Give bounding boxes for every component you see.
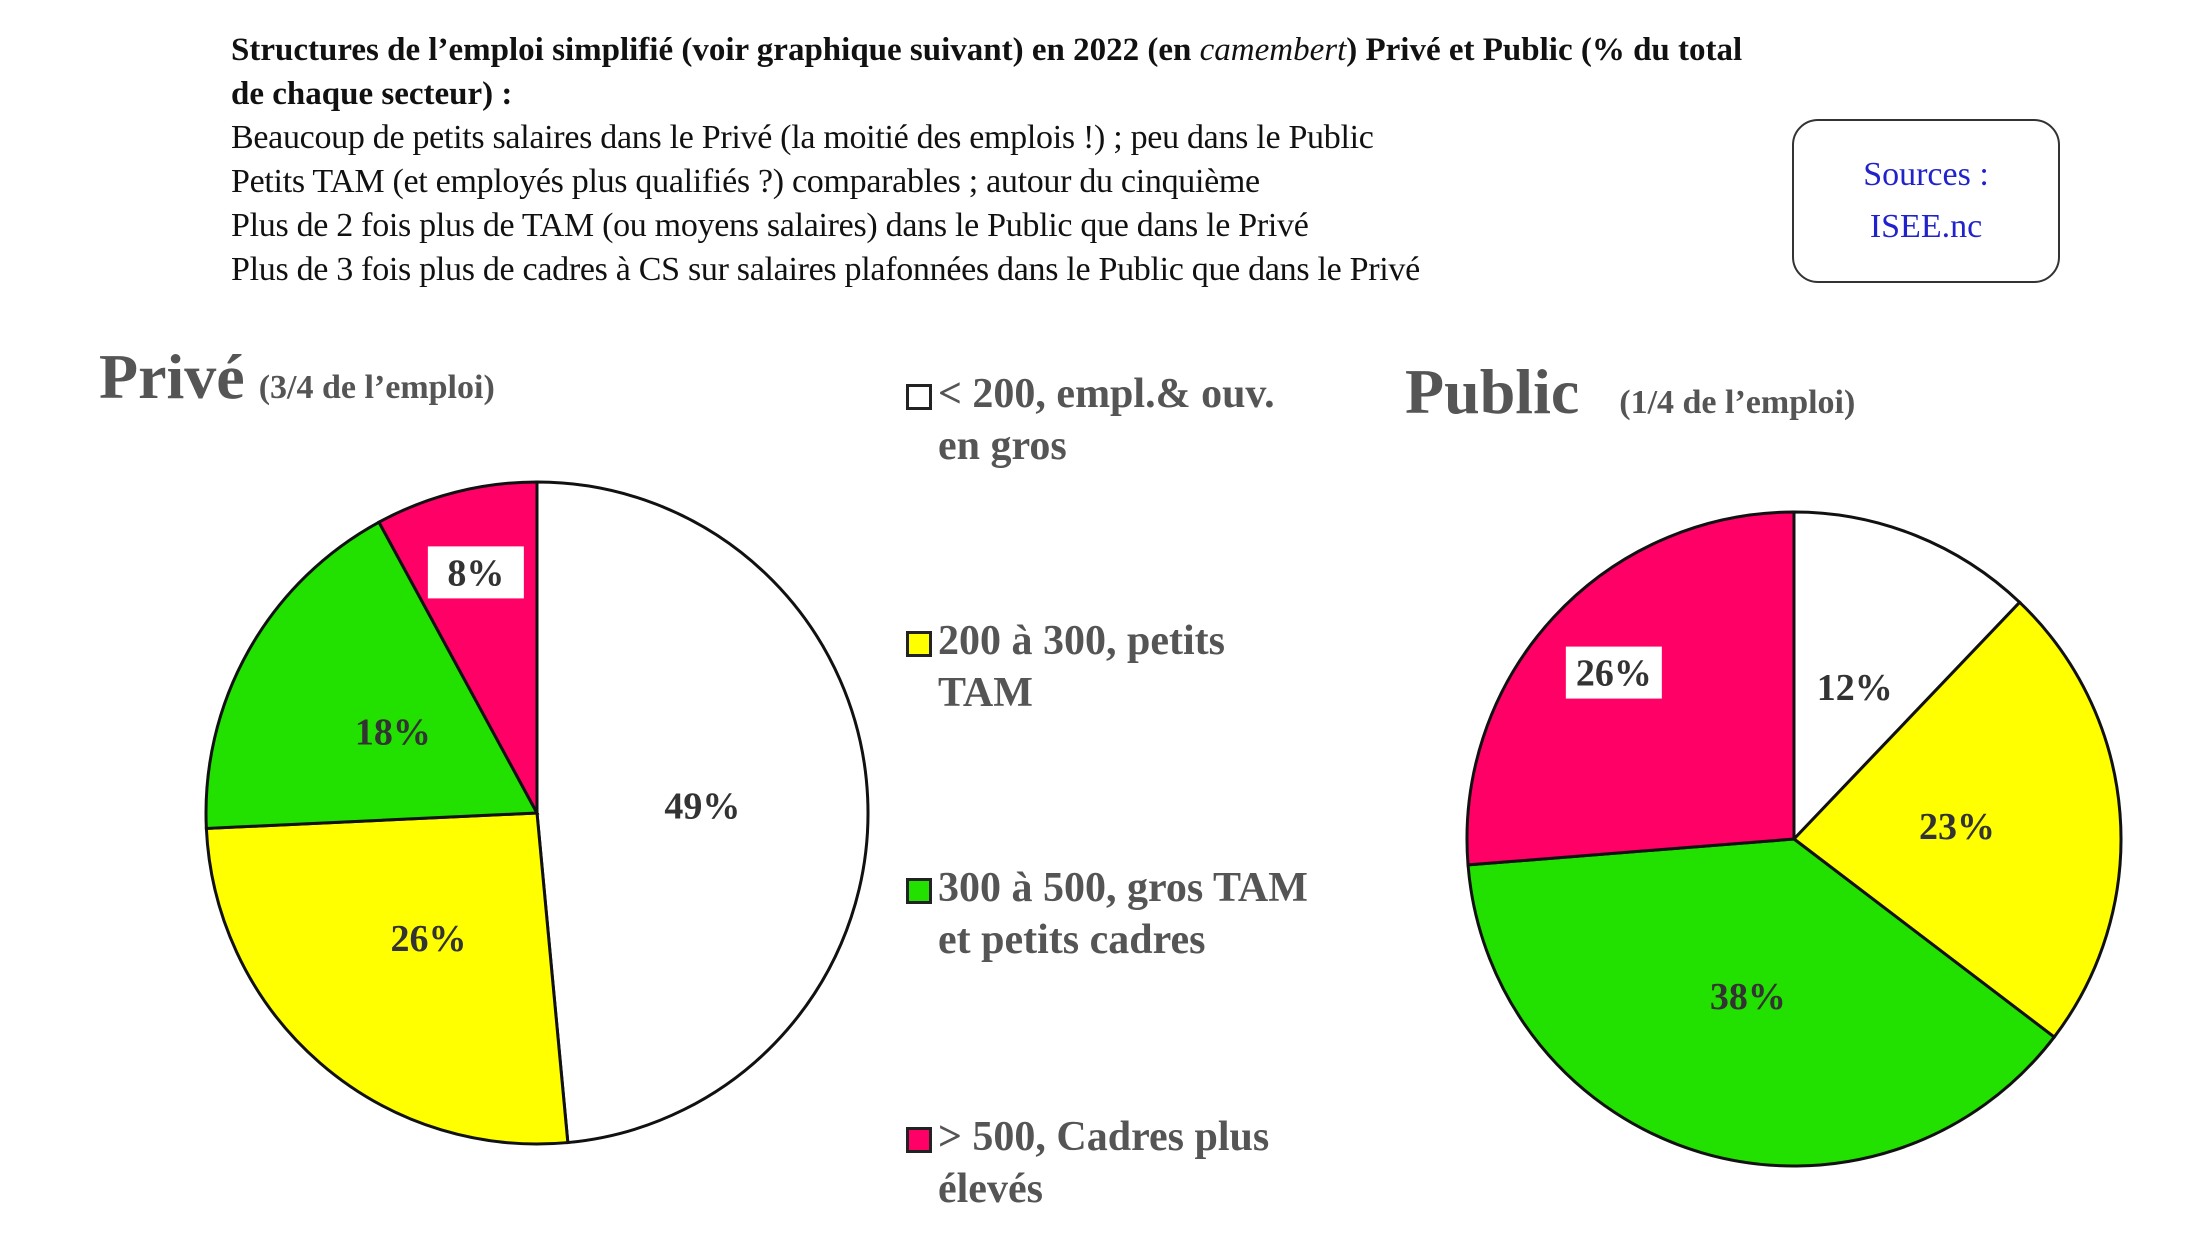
prive-data-label: 18% (355, 712, 431, 754)
legend-item-300-500: 300 à 500, gros TAM et petits cadres (906, 862, 1308, 966)
prive-label-box (427, 546, 524, 599)
sources-box: Sources : ISEE.nc (1792, 119, 2060, 283)
public-subtitle: (1/4 de l’emploi) (1619, 384, 1856, 421)
intro-line: Beaucoup de petits salaires dans le Priv… (231, 119, 1374, 156)
legend-swatch (906, 878, 932, 904)
sources-link[interactable]: ISEE.nc (1869, 208, 1983, 245)
intro-line: Plus de 3 fois plus de cadres à CS sur s… (231, 251, 1420, 288)
intro-line: Plus de 2 fois plus de TAM (ou moyens sa… (231, 207, 1309, 244)
public-data-label: 12% (1817, 667, 1893, 709)
public-data-label: 26% (1576, 653, 1652, 695)
prive-subtitle: (3/4 de l’emploi) (258, 369, 495, 406)
prive-slice-0 (535, 480, 870, 1145)
legend-item-lt200: < 200, empl.& ouv. en gros (906, 368, 1275, 472)
prive-slice-1 (204, 811, 570, 1146)
legend-item-200-300: 200 à 300, petits TAM (906, 615, 1225, 719)
heading-part: Structures de l’emploi simplifié (voir g… (231, 32, 1200, 68)
legend-text: TAM (938, 670, 1033, 716)
legend-text: < 200, empl.& ouv. (938, 371, 1275, 417)
legend-text: 200 à 300, petits (938, 618, 1225, 664)
heading-italic: camembert (1199, 32, 1347, 68)
legend-text: > 500, Cadres plus (938, 1114, 1270, 1160)
public-slice-2 (1466, 837, 2057, 1168)
legend-swatch (906, 384, 932, 410)
public-slice-0 (1792, 510, 2022, 843)
public-title: Public (1/4 de l’emploi) (1405, 355, 1855, 429)
legend-text: élevés (938, 1166, 1043, 1212)
public-data-label: 38% (1710, 976, 1786, 1018)
prive-title: Privé (3/4 de l’emploi) (99, 340, 495, 414)
legend-swatch (906, 631, 932, 657)
public-slice-1 (1791, 600, 2123, 1040)
heading-part: ) Privé et Public (% du total (1346, 32, 1743, 68)
intro-heading-line2: de chaque secteur) : (231, 76, 513, 112)
public-title-text: Public (1405, 356, 1580, 427)
prive-data-label: 26% (390, 918, 466, 960)
sources-label: Sources : (1863, 156, 1989, 193)
legend-item-gt500: > 500, Cadres plus élevés (906, 1111, 1269, 1215)
intro-text: Structures de l’emploi simplifié (voir g… (231, 28, 2181, 292)
intro-heading: Structures de l’emploi simplifié (voir g… (231, 28, 2181, 72)
legend-text: et petits cadres (938, 917, 1206, 963)
prive-title-text: Privé (99, 341, 245, 412)
prive-slice-2 (204, 520, 540, 831)
legend-text: 300 à 500, gros TAM (938, 865, 1308, 911)
legend-text: en gros (938, 423, 1067, 469)
prive-data-label: 8% (447, 552, 504, 594)
prive-data-label: 49% (664, 785, 740, 827)
public-data-label: 23% (1919, 806, 1995, 848)
public-label-box (1565, 646, 1662, 699)
legend-swatch (906, 1127, 932, 1153)
intro-line: Petits TAM (et employés plus qualifiés ?… (231, 163, 1260, 200)
